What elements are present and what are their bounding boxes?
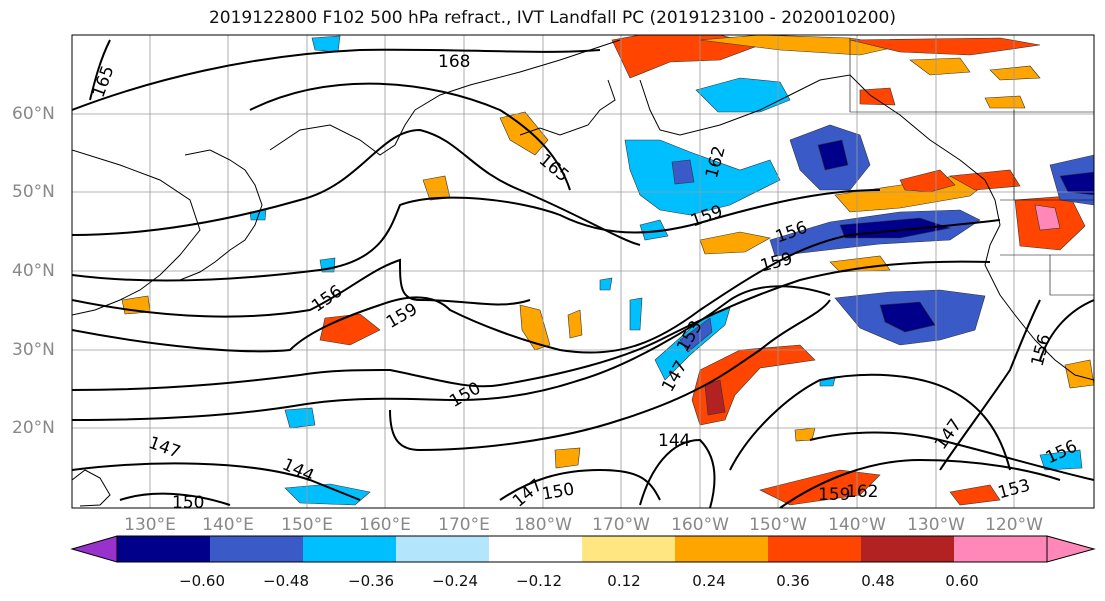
lon-label: 160°E	[359, 515, 411, 535]
lon-label: 150°W	[749, 515, 807, 535]
lat-label: 50°N	[12, 182, 55, 202]
contour-label: 159	[818, 485, 850, 505]
colorbar-swatch	[210, 536, 304, 562]
colorbar-swatch	[489, 536, 583, 562]
contour-label: 168	[438, 52, 470, 72]
height-contours	[72, 39, 1094, 508]
colorbar-extend-high	[1046, 535, 1096, 563]
plot-frame	[71, 34, 1095, 509]
graticule	[72, 35, 1094, 508]
colorbar-extend-low	[70, 535, 118, 563]
map-plot-area: 168 165 165 162 159 159 159 156 156 156 …	[72, 35, 1094, 513]
colorbar	[70, 535, 1096, 563]
lon-label: 170°E	[438, 515, 490, 535]
lon-label: 130°E	[124, 515, 176, 535]
lon-label: 130°W	[907, 515, 965, 535]
contour-label: 150	[172, 493, 204, 513]
coastlines	[72, 39, 1094, 507]
colorbar-swatch	[117, 536, 211, 562]
positive-shading	[121, 35, 1094, 506]
borders	[849, 38, 1094, 296]
colorbar-swatch	[861, 536, 955, 562]
map-title: 2019122800 F102 500 hPa refract., IVT La…	[208, 8, 896, 28]
contour-label: 144	[658, 431, 690, 451]
lon-label: 140°E	[202, 515, 254, 535]
lon-label: 120°W	[985, 515, 1043, 535]
colorbar-tick: 0.60	[945, 572, 979, 590]
lon-label: 170°W	[592, 515, 650, 535]
lon-label: 160°W	[671, 515, 729, 535]
lon-label: 140°W	[828, 515, 886, 535]
colorbar-tick: −0.24	[432, 572, 478, 590]
colorbar-tick: 0.12	[607, 572, 641, 590]
colorbar-tick: −0.36	[348, 572, 394, 590]
colorbar-tick: 0.48	[861, 572, 895, 590]
colorbar-tick: −0.48	[263, 572, 309, 590]
colorbar-tick: 0.24	[692, 572, 726, 590]
colorbar-tick: −0.60	[179, 572, 225, 590]
contour-label: 162	[846, 482, 878, 502]
lat-label: 40°N	[12, 261, 55, 281]
lat-label: 60°N	[12, 104, 55, 124]
colorbar-swatch	[582, 536, 676, 562]
colorbar-tick: −0.12	[516, 572, 562, 590]
colorbar-swatch	[768, 536, 862, 562]
colorbar-frame	[116, 535, 1048, 563]
negative-shading	[249, 35, 1094, 506]
lat-label: 30°N	[12, 340, 55, 360]
colorbar-tick: 0.36	[776, 572, 810, 590]
lat-label: 20°N	[12, 418, 55, 438]
lon-label: 180°W	[514, 515, 572, 535]
colorbar-swatch	[675, 536, 769, 562]
colorbar-swatch	[954, 536, 1047, 562]
lon-label: 150°E	[281, 515, 333, 535]
colorbar-swatch	[303, 536, 397, 562]
colorbar-swatch	[396, 536, 490, 562]
